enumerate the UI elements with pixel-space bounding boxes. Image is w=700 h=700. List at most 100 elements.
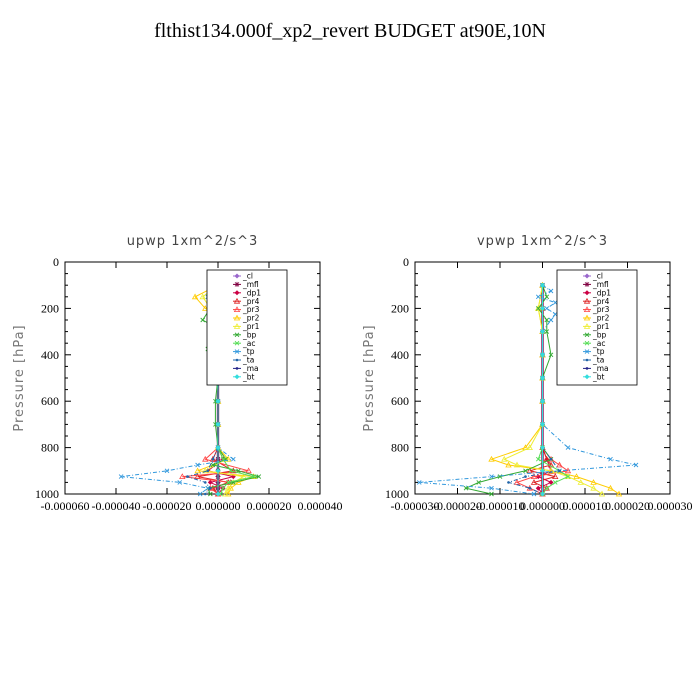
legend-label: _pr1	[242, 322, 260, 331]
series_pr2-marker	[607, 484, 614, 491]
legend_pr3-marker	[233, 306, 241, 312]
series_tp-marker	[489, 474, 494, 479]
series_pr3-marker	[556, 461, 563, 468]
legend_ac-marker	[584, 340, 590, 346]
series_dp1-marker	[535, 485, 541, 491]
series_bp-marker	[208, 491, 213, 497]
series_tp-marker	[535, 294, 541, 300]
legend-label: _mfl	[592, 280, 609, 289]
series_pr2-marker	[202, 305, 209, 311]
series_pr2-marker	[191, 293, 199, 300]
series_pr1-marker	[202, 467, 209, 474]
panel-2: vpwp 1xm^2/s^3 Pressure [hPa] 0 200 400 600 80…	[362, 234, 693, 513]
y-tick-label: 200	[391, 301, 409, 315]
series_bt-marker	[540, 352, 545, 358]
series_bp-marker	[200, 317, 206, 323]
series_bt-marker	[540, 468, 545, 474]
y-tick-label: 800	[41, 441, 59, 455]
x-tick-label: -0.000020	[433, 499, 482, 513]
series_pr4-marker	[526, 467, 533, 474]
series_ac-marker	[225, 480, 231, 485]
series_pr2-marker	[590, 479, 597, 485]
y-tick-label: 400	[41, 348, 59, 362]
series_bt-marker	[540, 445, 545, 451]
series_tp-marker	[197, 491, 203, 497]
series_ta-marker	[209, 486, 212, 490]
series_tp-marker	[548, 288, 554, 294]
series_pr4-marker	[547, 461, 555, 468]
series_pr1-marker	[222, 455, 229, 462]
series_bt-marker	[540, 398, 545, 404]
x-tick-label: -0.000040	[92, 499, 141, 513]
series_ta-marker	[507, 481, 510, 484]
legend-label: _dp1	[592, 288, 611, 297]
legend-label: _bt	[592, 372, 605, 381]
series_bp-marker	[544, 294, 550, 300]
legend-label: _pr3	[242, 305, 260, 314]
series_tp-marker	[531, 491, 537, 497]
y-tick-label: 800	[391, 441, 409, 455]
x-tick-label: -0.000020	[143, 499, 192, 513]
series_ta-marker	[549, 457, 553, 461]
series_tp-marker	[177, 480, 183, 485]
series_tp-line	[419, 284, 637, 495]
series_tp-marker	[489, 485, 494, 491]
panel-title: upwp 1xm^2/s^3	[127, 234, 259, 249]
series_bt-marker	[215, 421, 221, 427]
series_pr3-marker	[202, 455, 209, 462]
series_pr1-marker	[535, 305, 542, 311]
series_bt-marker	[215, 491, 221, 497]
legend_cl-marker	[584, 273, 590, 279]
series_tp	[416, 282, 639, 497]
series_bt-marker	[215, 398, 221, 404]
legend_dp1-marker	[584, 290, 590, 296]
series_pr3-marker	[245, 467, 252, 474]
series_bp-marker	[548, 352, 554, 358]
series_bt-marker	[215, 445, 221, 451]
legend_mfl-marker	[584, 281, 590, 287]
series_ac-marker	[220, 485, 226, 491]
series_bp-marker	[476, 480, 482, 485]
x-tick-label: 0.000000	[520, 499, 565, 513]
legend_bt-marker	[584, 374, 590, 380]
legend_pr2-marker	[583, 314, 591, 321]
legend_bp-marker	[234, 332, 240, 338]
legend_pr4-marker	[583, 297, 591, 304]
series_pr1-marker	[513, 461, 521, 468]
series_ta-marker	[211, 457, 215, 461]
legend_ta-marker	[235, 358, 239, 362]
legend-label: _tp	[592, 347, 605, 356]
legend_tp-marker	[584, 349, 590, 354]
legend_pr1-marker	[233, 323, 241, 329]
x-tick-label: -0.000060	[41, 499, 90, 513]
legend-label: _cl	[592, 272, 603, 281]
legend_ma-marker	[585, 367, 589, 370]
series_bt-marker	[540, 421, 545, 427]
series_ac-marker	[218, 491, 223, 497]
series_pr4-marker	[530, 479, 538, 485]
x-tick-label: 0.000020	[247, 499, 292, 513]
series_pr1-marker	[199, 293, 206, 300]
series_bt-marker	[540, 491, 545, 497]
y-tick-label: 400	[391, 348, 409, 362]
series_pr1-marker	[547, 467, 555, 474]
series_pr1-marker	[590, 484, 597, 491]
series_pr2-marker	[235, 479, 242, 485]
y-axis-label: Pressure [hPa]	[12, 324, 27, 431]
x-tick-label: 0.000020	[605, 499, 650, 513]
legend_ac-marker	[234, 340, 240, 346]
series_bp-marker	[463, 485, 469, 491]
series_ac-marker	[544, 485, 550, 491]
panel-1: upwp 1xm^2/s^3 Pressure [hPa] 0 200 400 600 80…	[12, 234, 343, 513]
legend-label: _mfl	[242, 280, 259, 289]
series_pr1-marker	[526, 444, 533, 450]
series_ta-marker	[558, 469, 561, 473]
legend-label: _bt	[242, 372, 255, 381]
series_pr2-marker	[194, 467, 201, 474]
legend_mfl-marker	[234, 281, 240, 287]
series_tp-marker	[552, 311, 558, 317]
legend-label: _pr1	[592, 322, 610, 331]
legend_bt-marker	[234, 374, 240, 380]
legend_pr2-marker	[233, 314, 241, 321]
legend-label: _bp	[242, 330, 257, 339]
